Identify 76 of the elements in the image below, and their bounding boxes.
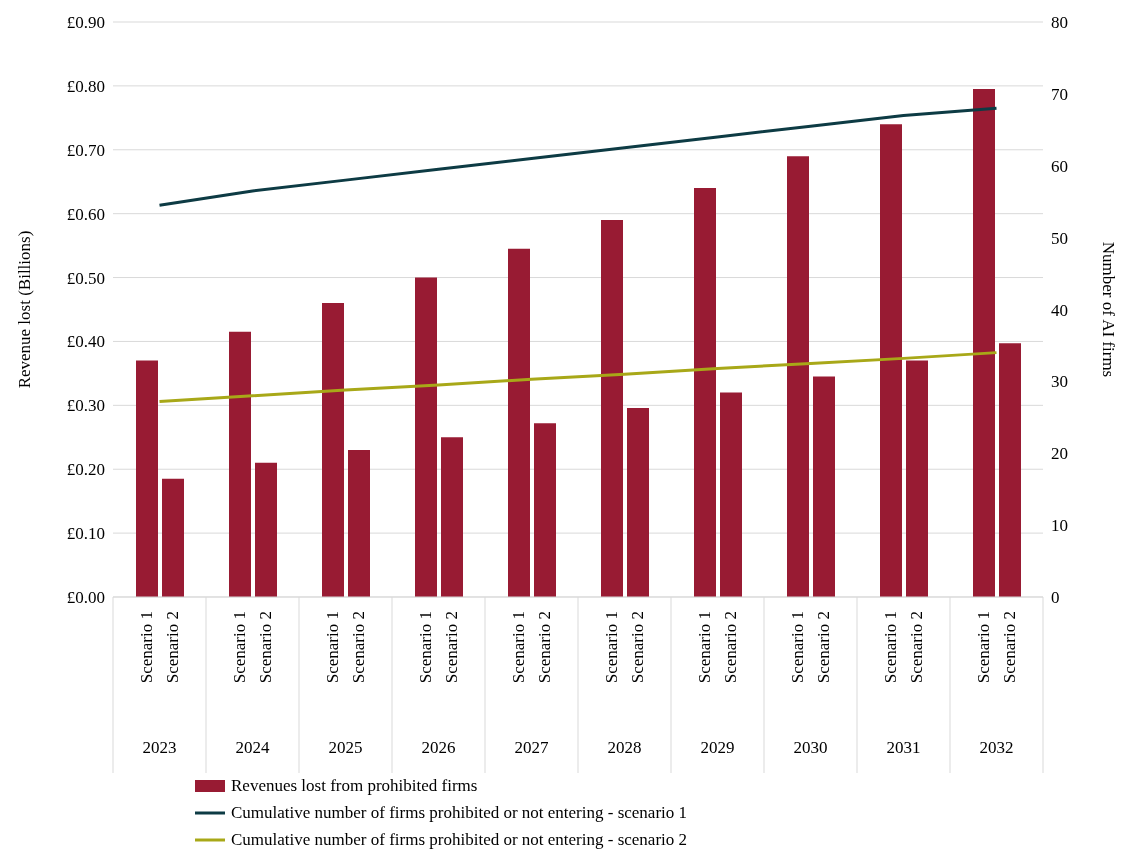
line-series bbox=[158, 106, 998, 207]
text: Scenario 1 bbox=[323, 611, 342, 684]
text: Scenario 1 bbox=[695, 611, 714, 684]
x-tick-label: 2026 bbox=[421, 738, 456, 757]
y2-tick-label: 60 bbox=[1051, 156, 1068, 176]
text: Scenario 2 bbox=[814, 611, 833, 684]
y2-axis-title: Number of AI firms bbox=[1098, 241, 1118, 378]
y2-tick-label: 40 bbox=[1051, 300, 1068, 320]
x-tick-label: 2025 bbox=[328, 738, 363, 757]
y2-tick-label: 20 bbox=[1051, 444, 1068, 464]
text: Scenario 1 bbox=[137, 611, 156, 684]
text: Scenario 2 bbox=[349, 611, 368, 684]
y-tick-label: £0.70 bbox=[66, 140, 105, 160]
bar bbox=[813, 376, 835, 597]
y-tick-label: £0.40 bbox=[66, 332, 105, 352]
bar bbox=[229, 331, 251, 597]
y-tick-label: £0.50 bbox=[66, 268, 105, 288]
bar bbox=[348, 450, 370, 597]
x-tick-label: 2032 bbox=[979, 738, 1014, 757]
y2-tick-label: 70 bbox=[1051, 84, 1068, 104]
bar bbox=[720, 392, 742, 597]
x-tick-label: 2023 bbox=[142, 738, 177, 757]
text: Scenario 2 bbox=[256, 611, 275, 684]
text: Scenario 2 bbox=[1000, 611, 1019, 684]
text: Scenario 2 bbox=[163, 611, 182, 684]
text: Scenario 2 bbox=[535, 611, 554, 684]
text: Scenario 1 bbox=[230, 611, 249, 684]
text: Scenario 1 bbox=[974, 611, 993, 684]
text: Scenario 1 bbox=[416, 611, 435, 684]
text: Scenario 2 bbox=[907, 611, 926, 684]
y2-tick-label: 10 bbox=[1051, 516, 1068, 536]
x-tick-label: 2029 bbox=[700, 738, 735, 757]
y-tick-label: £0.90 bbox=[66, 13, 105, 33]
bar bbox=[136, 360, 158, 597]
y-tick-label: £0.60 bbox=[66, 204, 105, 224]
y-tick-label: £0.80 bbox=[66, 76, 105, 96]
text: Scenario 2 bbox=[721, 611, 740, 684]
bar bbox=[880, 124, 902, 597]
y-tick-label: £0.30 bbox=[66, 396, 105, 416]
bar bbox=[162, 478, 184, 597]
bar bbox=[694, 188, 716, 597]
line-series bbox=[158, 351, 998, 403]
bar bbox=[627, 407, 649, 597]
legend-label: Cumulative number of firms prohibited or not entering - scenario 1 bbox=[231, 802, 688, 823]
y2-tick-label: 50 bbox=[1051, 228, 1068, 248]
y2-tick-label: 80 bbox=[1051, 13, 1068, 33]
y-tick-label: £0.00 bbox=[66, 588, 105, 608]
bar bbox=[322, 303, 344, 597]
y-tick-label: £0.20 bbox=[66, 460, 105, 480]
legend-label: Cumulative number of firms prohibited or not entering - scenario 2 bbox=[231, 829, 688, 850]
bar bbox=[508, 248, 530, 597]
x-tick-label: 2027 bbox=[514, 738, 549, 757]
text: Scenario 1 bbox=[788, 611, 807, 684]
y-tick-label: £0.10 bbox=[66, 524, 105, 544]
text: Scenario 1 bbox=[509, 611, 528, 684]
bar bbox=[973, 89, 995, 597]
bar bbox=[906, 360, 928, 597]
bar bbox=[534, 423, 556, 597]
text: Scenario 2 bbox=[628, 611, 647, 684]
bar bbox=[999, 343, 1021, 597]
y-axis-title: Revenue lost (Billions) bbox=[15, 230, 35, 389]
bar bbox=[255, 462, 277, 597]
x-tick-label: 2031 bbox=[886, 738, 921, 757]
x-tick-label: 2030 bbox=[793, 738, 828, 757]
bar bbox=[787, 156, 809, 597]
x-tick-label: 2024 bbox=[235, 738, 270, 757]
y2-tick-label: 0 bbox=[1051, 588, 1060, 608]
bar bbox=[441, 437, 463, 597]
text: Scenario 1 bbox=[602, 611, 621, 684]
x-tick-label: 2028 bbox=[607, 738, 642, 757]
bar bbox=[415, 277, 437, 597]
text: Scenario 1 bbox=[881, 611, 900, 684]
y2-tick-label: 30 bbox=[1051, 372, 1068, 392]
legend-label: Revenues lost from prohibited firms bbox=[231, 775, 478, 796]
bar bbox=[601, 220, 623, 597]
text: Scenario 2 bbox=[442, 611, 461, 684]
